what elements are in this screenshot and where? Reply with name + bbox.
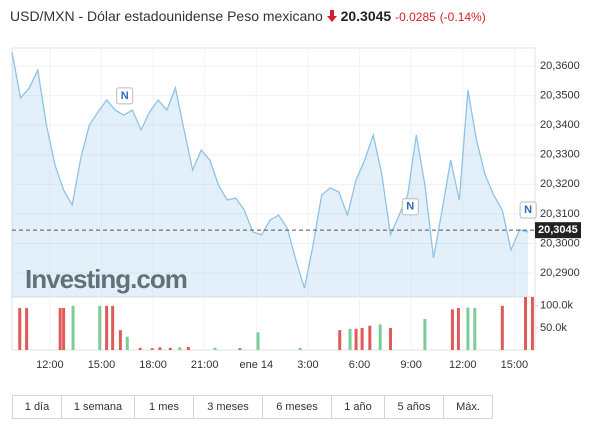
volume-bar — [71, 305, 75, 350]
range-buttons: 1 día 1 semana 1 mes 3 meses 6 meses 1 año 5 a… — [12, 395, 493, 419]
volume-bar — [105, 305, 109, 350]
volume-bar — [368, 325, 372, 350]
volume-bar — [98, 305, 102, 350]
volume-bar — [360, 327, 364, 350]
volume-bar — [111, 305, 115, 350]
x-tick-label: 15:00 — [501, 359, 529, 371]
change-pct: (-0.14%) — [439, 10, 486, 24]
price-line — [11, 52, 529, 289]
plot-border — [11, 47, 536, 351]
range-button[interactable]: 1 mes — [134, 395, 194, 419]
volume-bar — [25, 308, 29, 350]
volume-bar — [213, 347, 217, 350]
volume-bar — [168, 347, 172, 350]
last-price-box — [535, 222, 581, 239]
volume-bar — [456, 308, 460, 350]
volume-bar — [500, 305, 504, 350]
x-tick-label: 6:00 — [349, 359, 370, 371]
range-button[interactable]: 3 meses — [193, 395, 263, 419]
range-button[interactable]: 6 meses — [262, 395, 332, 419]
volume-bar — [348, 328, 352, 350]
down-arrow — [326, 10, 337, 22]
volume-bar — [138, 347, 142, 350]
volume-bar — [354, 328, 358, 350]
y-tick-label: 20,3500 — [540, 90, 580, 102]
volume-bar — [150, 348, 154, 350]
volume-bar — [338, 330, 342, 350]
y2-tick-label: 50.0k — [540, 322, 567, 334]
news-badge-label: N — [524, 204, 532, 216]
header: USD/MXN - Dólar estadounidense Peso mexi… — [10, 8, 486, 24]
y-tick-label: 20,3100 — [540, 208, 580, 220]
price: 20.3045 — [340, 8, 392, 24]
volume-bar — [473, 308, 477, 350]
y-tick-label: 20,3000 — [540, 237, 580, 249]
news-badge — [401, 198, 419, 216]
volume-bar — [58, 308, 62, 350]
x-tick-label: 18:00 — [139, 359, 167, 371]
range-button[interactable]: Máx. — [443, 395, 493, 419]
range-button[interactable]: 1 día — [12, 395, 62, 419]
volume-bar — [118, 330, 122, 350]
range-button[interactable]: 1 año — [331, 395, 385, 419]
volume-bar — [238, 348, 242, 350]
x-tick-label: 3:00 — [297, 359, 318, 371]
volume-bar — [524, 297, 528, 350]
x-tick-label: ene 14 — [239, 359, 273, 371]
symbol: USD/MXN - Dólar estadounidense Peso mexi… — [10, 8, 323, 24]
news-badge — [519, 201, 537, 219]
volume-bar — [18, 308, 22, 350]
volume-bar — [388, 327, 392, 350]
volume-bar — [158, 347, 162, 350]
area — [12, 52, 529, 298]
y-tick-label: 20,3400 — [540, 119, 580, 131]
volume-bar — [378, 324, 382, 350]
x-tick-label: 21:00 — [191, 359, 219, 371]
y-tick-label: 20,3600 — [540, 60, 580, 72]
y-tick-label: 20,2900 — [540, 267, 580, 279]
chart: 20,2900 20,3000 20,3100 20,3200 20,3300 20,34… — [11, 47, 581, 371]
volume-bar — [125, 336, 129, 350]
volume-bar — [186, 346, 190, 350]
x-tick-label: 12:00 — [36, 359, 64, 371]
volume-bar — [466, 307, 470, 350]
news-badge — [116, 87, 134, 105]
volume-bar — [62, 308, 66, 350]
volume-bar — [530, 297, 534, 350]
y2-tick-label: 100.0k — [540, 300, 574, 312]
x-tick-label: 15:00 — [88, 359, 116, 371]
x-tick-label: 12:00 — [449, 359, 477, 371]
volume-bar — [256, 332, 260, 350]
volume-bar — [178, 347, 182, 350]
last-price-label: 20,3045 — [538, 224, 578, 236]
volume-bar — [450, 309, 454, 350]
change: -0.0285 — [395, 10, 436, 24]
y-tick-label: 20,3200 — [540, 178, 580, 190]
volume-bar — [298, 347, 302, 350]
news-badge-label: N — [406, 201, 414, 213]
volume-bar — [423, 319, 427, 350]
watermark: Investing.com — [25, 264, 187, 294]
x-tick-label: 9:00 — [400, 359, 421, 371]
news-badge-label: N — [121, 90, 129, 102]
range-button[interactable]: 5 años — [384, 395, 444, 419]
range-button[interactable]: 1 semana — [61, 395, 135, 419]
y-tick-label: 20,3300 — [540, 149, 580, 161]
